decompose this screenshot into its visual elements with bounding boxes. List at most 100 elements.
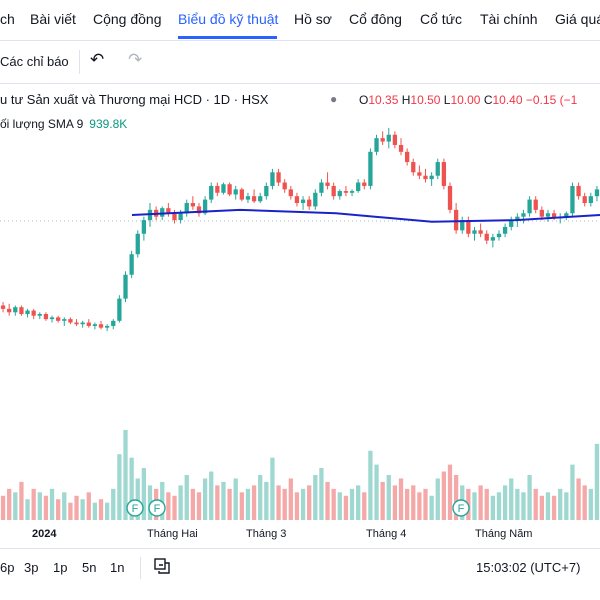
volume-bar xyxy=(86,492,91,520)
candle-body xyxy=(331,185,336,197)
candle-body xyxy=(490,237,495,241)
volume-bar xyxy=(172,495,177,520)
candle-body xyxy=(56,317,61,321)
nav-item-overview[interactable]: ch xyxy=(0,11,15,27)
redo-icon[interactable]: ↷ xyxy=(128,50,143,69)
volume-bar xyxy=(496,492,502,520)
volume-bar xyxy=(49,488,55,520)
candle-body xyxy=(0,305,6,309)
high-value: 10.50 xyxy=(410,93,441,107)
moving-average-line xyxy=(131,208,600,223)
candle-body xyxy=(429,175,434,180)
volume-bar xyxy=(270,457,275,520)
range-1d[interactable]: 1n xyxy=(110,560,125,575)
volume-bar xyxy=(453,475,459,520)
candle-body xyxy=(25,310,30,314)
range-5d[interactable]: 5n xyxy=(82,560,97,575)
candle-body xyxy=(276,172,281,183)
nav-item-price[interactable]: Giá quá xyxy=(555,11,600,27)
volume-bar xyxy=(484,488,489,520)
volume-bar xyxy=(221,481,226,520)
volume-bar xyxy=(129,457,134,520)
volume-bar xyxy=(288,478,293,520)
volume-bar xyxy=(184,475,189,520)
candle-body xyxy=(570,185,575,214)
volume-bar xyxy=(490,495,495,520)
volume-bar xyxy=(509,478,514,520)
candle-body xyxy=(215,185,220,193)
volume-bar xyxy=(111,488,116,520)
bottom-bar: 6p 3p 1p 5n 1n 15:03:02 (UTC+7) xyxy=(0,548,600,585)
range-6m[interactable]: 6p xyxy=(0,560,15,575)
candle-body xyxy=(460,220,465,231)
compare-icon[interactable] xyxy=(153,557,171,575)
candle-body xyxy=(288,189,293,197)
candle-body xyxy=(411,162,416,173)
close-label: C xyxy=(483,93,493,107)
candle-body xyxy=(582,196,587,204)
volume-bar xyxy=(166,492,171,520)
range-1m[interactable]: 1p xyxy=(53,560,68,575)
volume-bar xyxy=(527,475,532,520)
market-status-icon: ● xyxy=(330,92,338,106)
nav-item-technical-chart[interactable]: Biểu đồ kỹ thuật xyxy=(178,11,279,27)
candle-body xyxy=(564,213,569,217)
candle-body xyxy=(172,213,177,221)
candle-body xyxy=(588,196,593,204)
candle-body xyxy=(551,213,557,219)
nav-item-finance[interactable]: Tài chính xyxy=(480,11,538,27)
nav-item-posts[interactable]: Bài viết xyxy=(30,11,76,27)
axis-label-may: Tháng Năm xyxy=(475,528,533,540)
candle-body xyxy=(374,138,379,152)
candle-body xyxy=(92,324,98,326)
volume-bar xyxy=(227,488,232,520)
candle-body xyxy=(484,233,489,241)
nav-item-shareholders[interactable]: Cổ đông xyxy=(349,11,402,27)
nav-item-profile[interactable]: Hồ sơ xyxy=(294,11,332,27)
volume-bar xyxy=(98,499,104,520)
volume-bar xyxy=(331,488,336,520)
volume-bar xyxy=(31,488,36,520)
volume-bar xyxy=(19,481,24,520)
volume-bar xyxy=(313,475,318,520)
candle-body xyxy=(141,220,147,234)
ohlc-readout: O10.35 H10.50 L10.00 C10.40 −0.15 (−1 xyxy=(359,93,577,107)
volume-bar xyxy=(294,492,300,520)
nav-item-dividends[interactable]: Cổ tức xyxy=(420,11,463,27)
volume-bar xyxy=(380,481,385,520)
volume-bar xyxy=(307,485,312,520)
event-marker xyxy=(148,499,166,517)
event-marker-label: F xyxy=(154,503,161,515)
volume-bar xyxy=(245,488,251,520)
event-marker xyxy=(126,499,144,517)
candle-body xyxy=(13,307,18,313)
candle-body xyxy=(423,175,428,180)
volume-bar xyxy=(429,495,434,520)
range-3m[interactable]: 3p xyxy=(24,560,39,575)
volume-bar xyxy=(160,481,165,520)
volume-bar xyxy=(13,492,18,520)
candle-body xyxy=(325,182,330,186)
nav-item-community[interactable]: Cộng đồng xyxy=(93,11,162,27)
volume-bar xyxy=(62,492,67,520)
candle-body xyxy=(349,191,355,193)
candle-body xyxy=(43,314,49,320)
low-label: L xyxy=(443,93,451,107)
candle-body xyxy=(594,189,600,197)
volume-bar xyxy=(349,488,355,520)
volume-bar xyxy=(68,502,73,520)
volume-bar xyxy=(521,492,526,520)
candle-body xyxy=(509,220,514,227)
candle-body xyxy=(190,203,195,207)
volume-bar xyxy=(441,471,447,520)
volume-bar xyxy=(196,492,202,520)
indicators-button[interactable]: Các chỉ báo xyxy=(0,54,69,69)
volume-bar xyxy=(539,495,544,520)
volume-bar xyxy=(282,488,287,520)
candle-body xyxy=(478,230,483,234)
undo-icon[interactable]: ↶ xyxy=(90,50,105,69)
candle-body xyxy=(160,208,165,217)
volume-bar xyxy=(392,485,398,520)
top-nav: ch Bài viết Cộng đồng Biểu đồ kỹ thuật H… xyxy=(0,0,600,41)
